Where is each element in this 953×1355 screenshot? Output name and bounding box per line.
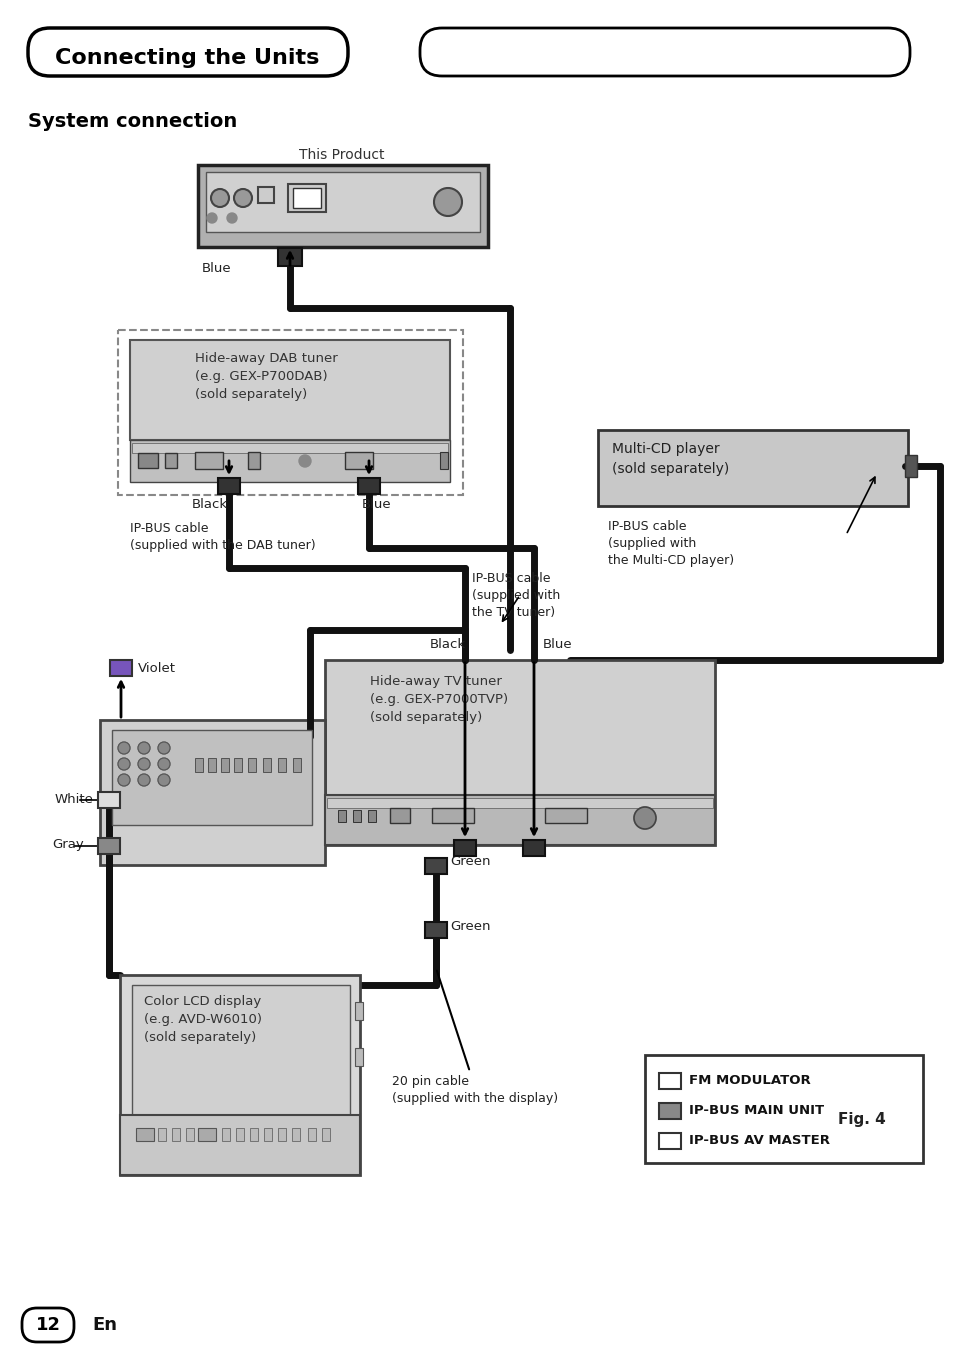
Circle shape xyxy=(158,774,170,786)
Text: Fig. 4: Fig. 4 xyxy=(837,1112,884,1127)
Bar xyxy=(132,985,350,1115)
Bar xyxy=(194,453,223,469)
Bar xyxy=(250,1127,257,1141)
Circle shape xyxy=(138,743,150,753)
Bar xyxy=(353,810,360,822)
Bar xyxy=(424,921,447,938)
Circle shape xyxy=(158,743,170,753)
Text: Multi-CD player
(sold separately): Multi-CD player (sold separately) xyxy=(612,442,728,476)
Circle shape xyxy=(118,757,130,770)
Bar xyxy=(277,757,286,772)
Bar xyxy=(235,1127,244,1141)
Bar xyxy=(221,757,229,772)
Bar xyxy=(120,976,359,1175)
Text: En: En xyxy=(91,1316,117,1335)
Text: This Product: This Product xyxy=(299,148,384,163)
Bar xyxy=(432,808,474,822)
Text: Hide-away DAB tuner
(e.g. GEX-P700DAB)
(sold separately): Hide-away DAB tuner (e.g. GEX-P700DAB) (… xyxy=(194,352,337,401)
Bar xyxy=(355,1047,363,1066)
Text: Violet: Violet xyxy=(138,663,175,675)
Bar xyxy=(136,1127,153,1141)
Bar xyxy=(222,1127,230,1141)
Circle shape xyxy=(227,213,236,224)
Bar xyxy=(118,331,462,495)
Bar xyxy=(98,793,120,808)
Bar xyxy=(327,798,712,808)
FancyBboxPatch shape xyxy=(419,28,909,76)
Text: Black: Black xyxy=(192,499,228,511)
Bar xyxy=(110,660,132,676)
Text: FM MODULATOR: FM MODULATOR xyxy=(688,1075,810,1088)
Text: Blue: Blue xyxy=(202,262,232,275)
Text: System connection: System connection xyxy=(28,112,237,131)
Text: 20 pin cable
(supplied with the display): 20 pin cable (supplied with the display) xyxy=(392,1075,558,1104)
Text: Color LCD display
(e.g. AVD-W6010)
(sold separately): Color LCD display (e.g. AVD-W6010) (sold… xyxy=(144,995,262,1043)
Bar xyxy=(325,660,714,846)
Bar xyxy=(277,248,302,266)
Bar xyxy=(198,1127,215,1141)
Circle shape xyxy=(158,757,170,770)
FancyBboxPatch shape xyxy=(22,1308,74,1341)
Text: IP-BUS cable
(supplied with
the Multi-CD player): IP-BUS cable (supplied with the Multi-CD… xyxy=(607,520,734,566)
Bar xyxy=(292,1127,299,1141)
Bar xyxy=(98,837,120,854)
Bar xyxy=(659,1103,680,1119)
Bar xyxy=(233,757,242,772)
Bar xyxy=(208,757,215,772)
Bar xyxy=(263,757,271,772)
Circle shape xyxy=(207,213,216,224)
Text: 12: 12 xyxy=(35,1316,60,1335)
Text: Gray: Gray xyxy=(52,837,84,851)
Text: IP-BUS MAIN UNIT: IP-BUS MAIN UNIT xyxy=(688,1104,823,1118)
Bar xyxy=(544,808,586,822)
Bar xyxy=(454,840,476,856)
Bar xyxy=(659,1073,680,1089)
Text: White: White xyxy=(55,793,93,806)
Text: IP-BUS cable
(supplied with
the TV tuner): IP-BUS cable (supplied with the TV tuner… xyxy=(472,572,559,619)
Bar xyxy=(644,1056,923,1163)
Bar xyxy=(277,1127,286,1141)
Bar xyxy=(424,858,447,874)
Text: Green: Green xyxy=(450,920,490,934)
Bar xyxy=(659,1133,680,1149)
Bar xyxy=(337,810,346,822)
Circle shape xyxy=(298,455,311,467)
Bar xyxy=(100,720,325,864)
Bar xyxy=(288,184,326,211)
Text: IP-BUS cable
(supplied with the DAB tuner): IP-BUS cable (supplied with the DAB tune… xyxy=(130,522,315,551)
Bar xyxy=(172,1127,180,1141)
Bar xyxy=(522,840,544,856)
Text: Green: Green xyxy=(450,855,490,869)
Bar xyxy=(322,1127,330,1141)
Circle shape xyxy=(138,757,150,770)
Bar xyxy=(132,443,448,453)
Bar xyxy=(293,757,301,772)
Bar xyxy=(439,453,448,469)
Bar xyxy=(368,810,375,822)
Text: Connecting the Units: Connecting the Units xyxy=(55,47,319,68)
Circle shape xyxy=(634,808,656,829)
Text: Blue: Blue xyxy=(542,638,572,650)
Text: Hide-away TV tuner
(e.g. GEX-P7000TVP)
(sold separately): Hide-away TV tuner (e.g. GEX-P7000TVP) (… xyxy=(370,675,508,724)
Circle shape xyxy=(233,188,252,207)
Bar xyxy=(158,1127,166,1141)
Bar xyxy=(138,453,158,467)
Bar xyxy=(248,757,255,772)
Circle shape xyxy=(211,188,229,207)
Bar xyxy=(390,808,410,822)
Bar xyxy=(308,1127,315,1141)
Bar xyxy=(206,172,479,232)
Bar xyxy=(112,730,312,825)
Circle shape xyxy=(138,774,150,786)
Bar xyxy=(264,1127,272,1141)
Circle shape xyxy=(434,188,461,215)
Bar xyxy=(357,478,379,495)
Bar xyxy=(293,188,320,209)
Bar xyxy=(198,165,488,247)
Bar xyxy=(186,1127,193,1141)
Text: Black: Black xyxy=(430,638,466,650)
Circle shape xyxy=(118,743,130,753)
Bar xyxy=(355,1001,363,1020)
Bar xyxy=(248,453,260,469)
Bar xyxy=(345,453,373,469)
